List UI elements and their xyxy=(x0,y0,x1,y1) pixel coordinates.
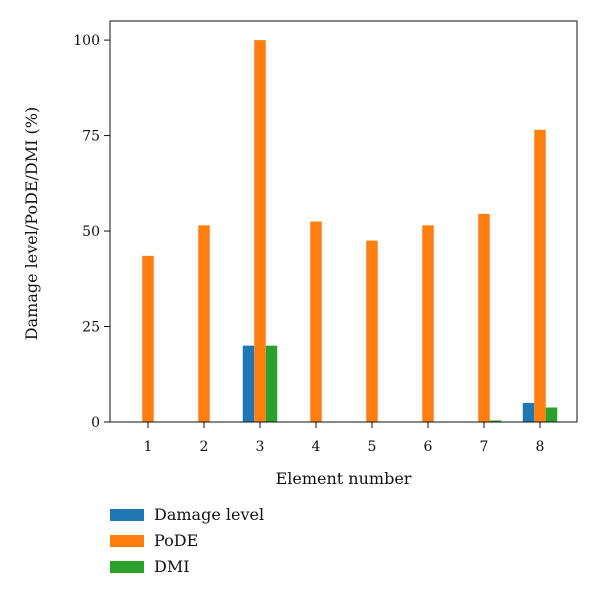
x-tick-label: 7 xyxy=(480,439,489,455)
legend-label: DMI xyxy=(154,557,190,576)
x-axis-title: Element number xyxy=(276,469,412,488)
bar-pode-3 xyxy=(254,40,266,422)
y-tick-label: 75 xyxy=(82,129,100,145)
bar-pode-8 xyxy=(534,129,546,422)
legend-swatch-dmi xyxy=(110,561,144,573)
bar-pode-2 xyxy=(198,225,210,422)
bar-pode-1 xyxy=(142,255,154,422)
y-tick-label: 50 xyxy=(82,224,100,240)
bar-damage-level-8 xyxy=(522,402,535,422)
y-axis-title: Damage level/PoDE/DMI (%) xyxy=(22,107,41,340)
y-axis: 0 25 50 75 100 xyxy=(73,33,110,431)
x-tick-label: 4 xyxy=(312,439,321,455)
x-tick-label: 2 xyxy=(200,439,209,455)
bar-pode-6 xyxy=(422,225,434,422)
bar-pode-7 xyxy=(478,213,490,422)
legend-swatch-damage-level xyxy=(110,509,144,521)
x-tick-label: 6 xyxy=(424,439,433,455)
axes-frame xyxy=(109,20,578,423)
y-tick-label: 0 xyxy=(91,415,100,431)
legend-label: Damage level xyxy=(154,505,264,524)
bar-dmi-3 xyxy=(265,345,278,422)
legend-swatch-pode xyxy=(110,535,144,547)
legend-label: PoDE xyxy=(154,531,198,550)
x-tick-label: 3 xyxy=(256,439,265,455)
bar-pode-4 xyxy=(310,221,322,422)
bar-pode-5 xyxy=(366,240,378,422)
x-tick-label: 1 xyxy=(144,439,153,455)
bar-dmi-8 xyxy=(545,407,558,422)
plot-area: 0 25 50 75 100 1 2 3 4 5 6 7 8 xyxy=(73,20,578,455)
bar-damage-level-3 xyxy=(242,345,255,422)
x-tick-label: 8 xyxy=(536,439,545,455)
x-axis: 1 2 3 4 5 6 7 8 xyxy=(144,422,545,455)
bars-layer xyxy=(142,40,558,422)
x-tick-label: 5 xyxy=(368,439,377,455)
y-tick-label: 100 xyxy=(73,33,100,49)
legend: Damage level PoDE DMI xyxy=(110,505,264,576)
y-tick-label: 25 xyxy=(82,320,100,336)
bar-dmi-7 xyxy=(489,420,502,422)
